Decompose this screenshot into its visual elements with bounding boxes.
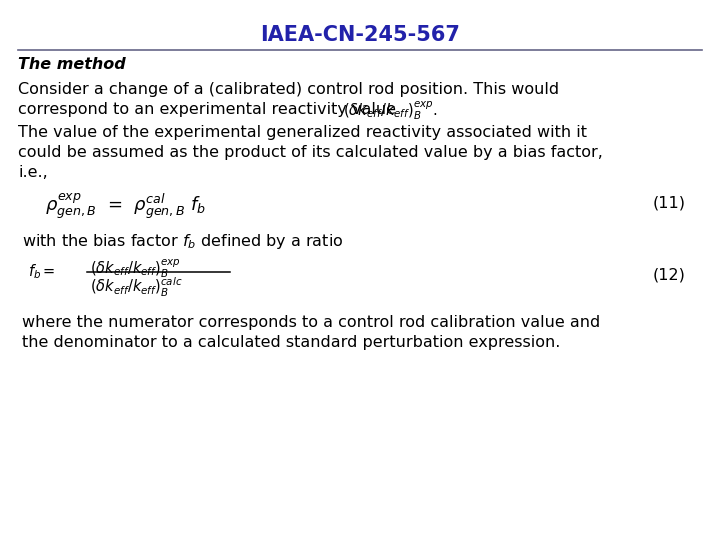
Text: (11): (11) — [653, 195, 686, 210]
Text: (12): (12) — [653, 267, 686, 282]
Text: i.e.,: i.e., — [18, 165, 48, 180]
Text: with the bias factor $f_b$ defined by a ratio: with the bias factor $f_b$ defined by a … — [22, 232, 343, 251]
Text: $f_b =$: $f_b =$ — [28, 262, 55, 281]
Text: IAEA-CN-245-567: IAEA-CN-245-567 — [260, 25, 460, 45]
Text: $\rho^{exp}_{gen,B}$  =  $\rho^{cal}_{gen,B}$ $f_b$: $\rho^{exp}_{gen,B}$ = $\rho^{cal}_{gen,… — [45, 192, 206, 221]
Text: The method: The method — [18, 57, 126, 72]
Text: $(\delta k_{eff}/k_{eff})^{exp}_{B}$: $(\delta k_{eff}/k_{eff})^{exp}_{B}$ — [90, 257, 181, 280]
Text: $(\delta k_{eff}/k_{eff})^{exp}_{B}$.: $(\delta k_{eff}/k_{eff})^{exp}_{B}$. — [343, 99, 438, 122]
Text: the denominator to a calculated standard perturbation expression.: the denominator to a calculated standard… — [22, 335, 560, 350]
Text: where the numerator corresponds to a control rod calibration value and: where the numerator corresponds to a con… — [22, 315, 600, 330]
Text: $(\delta k_{eff}/k_{eff})^{calc}_{B}$: $(\delta k_{eff}/k_{eff})^{calc}_{B}$ — [90, 276, 183, 299]
Text: The value of the experimental generalized reactivity associated with it: The value of the experimental generalize… — [18, 125, 587, 140]
Text: Consider a change of a (calibrated) control rod position. This would: Consider a change of a (calibrated) cont… — [18, 82, 559, 97]
Text: could be assumed as the product of its calculated value by a bias factor,: could be assumed as the product of its c… — [18, 145, 603, 160]
Text: correspond to an experimental reactivity value: correspond to an experimental reactivity… — [18, 102, 401, 117]
